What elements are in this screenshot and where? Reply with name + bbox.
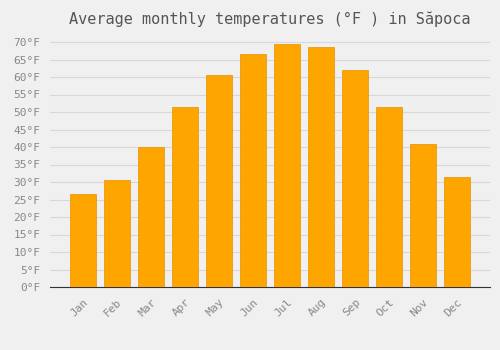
Bar xyxy=(240,54,266,287)
Bar xyxy=(138,147,164,287)
Bar xyxy=(70,194,96,287)
Bar xyxy=(410,144,436,287)
Bar xyxy=(308,47,334,287)
Bar xyxy=(104,180,130,287)
Bar xyxy=(206,75,232,287)
Bar xyxy=(274,44,300,287)
Bar xyxy=(376,107,402,287)
Title: Average monthly temperatures (°F ) in Săpoca: Average monthly temperatures (°F ) in Să… xyxy=(69,12,471,27)
Bar xyxy=(444,177,470,287)
Bar xyxy=(342,70,368,287)
Bar xyxy=(172,107,198,287)
